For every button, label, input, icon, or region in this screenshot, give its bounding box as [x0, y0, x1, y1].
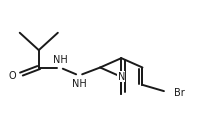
Text: Br: Br [174, 88, 185, 98]
Text: N: N [118, 72, 125, 82]
Text: NH: NH [53, 55, 67, 65]
Text: NH: NH [72, 79, 86, 89]
Text: O: O [9, 70, 17, 80]
